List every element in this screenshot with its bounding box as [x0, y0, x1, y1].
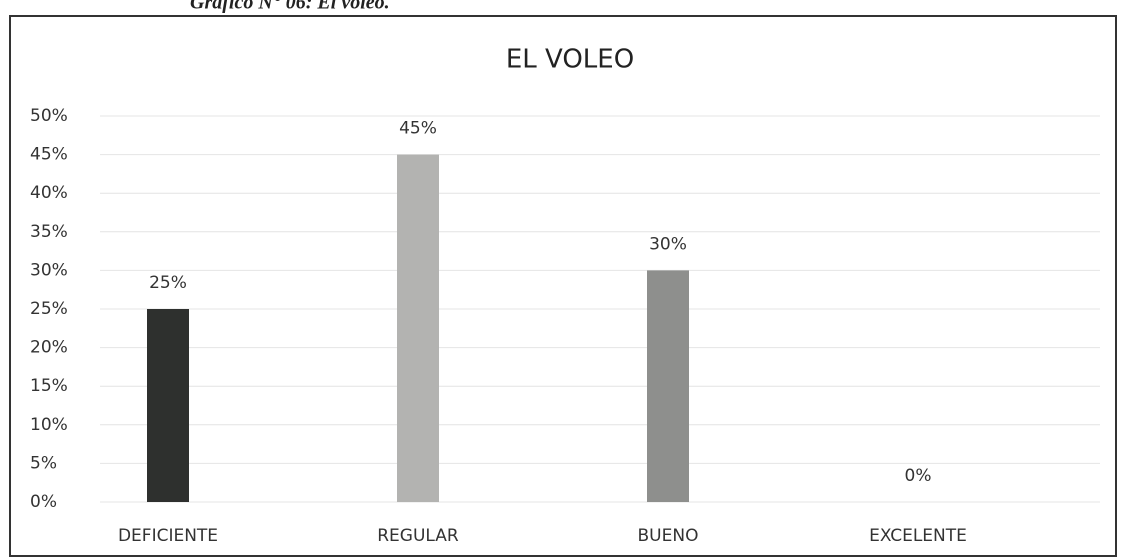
y-tick-label: 0% — [30, 492, 57, 512]
bar — [147, 309, 189, 502]
data-label: 0% — [905, 466, 932, 486]
y-tick-label: 5% — [30, 453, 57, 473]
bar — [647, 270, 689, 502]
y-tick-label: 25% — [30, 299, 68, 319]
y-tick-label: 15% — [30, 376, 68, 396]
chart-title: EL VOLEO — [506, 45, 634, 75]
x-tick-label: EXCELENTE — [869, 526, 967, 546]
chart-frame — [9, 15, 1117, 557]
x-tick-label: REGULAR — [377, 526, 459, 546]
y-tick-label: 10% — [30, 415, 68, 435]
y-tick-label: 35% — [30, 222, 68, 242]
y-tick-label: 30% — [30, 260, 68, 280]
bar — [397, 154, 439, 502]
y-tick-label: 50% — [30, 106, 68, 126]
data-label: 30% — [649, 234, 687, 254]
y-tick-label: 20% — [30, 338, 68, 358]
x-tick-label: DEFICIENTE — [118, 526, 218, 546]
data-label: 45% — [399, 119, 437, 139]
x-tick-label: BUENO — [638, 526, 699, 546]
y-tick-label: 40% — [30, 183, 68, 203]
y-tick-label: 45% — [30, 145, 68, 165]
data-label: 25% — [149, 273, 187, 293]
caption: Gráfico N° 06: El voleo. — [190, 0, 390, 14]
